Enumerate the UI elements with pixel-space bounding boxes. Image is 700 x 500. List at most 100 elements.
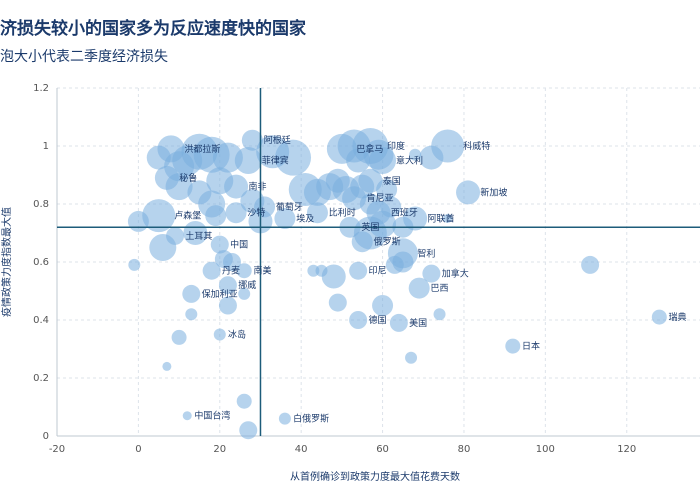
- bubble: [349, 311, 368, 329]
- bubble: [222, 253, 241, 271]
- point-label: 加拿大: [442, 268, 469, 280]
- bubble: [127, 210, 149, 232]
- point-label: 沙特: [247, 207, 265, 219]
- point-label: 南美: [253, 265, 271, 277]
- point-label: 阿根廷: [264, 134, 291, 146]
- y-tick-label: 0.8: [33, 199, 49, 210]
- bubble: [581, 255, 600, 274]
- point-label: 意大利: [396, 155, 423, 167]
- point-label: 秘鲁: [179, 172, 197, 184]
- bubble: [651, 309, 667, 325]
- bubble: [275, 139, 312, 176]
- bubble: [162, 361, 172, 371]
- x-tick-label: 120: [617, 444, 636, 455]
- bubble: [369, 210, 397, 238]
- y-tick-label: 0.4: [33, 315, 49, 326]
- bubble: [236, 263, 252, 279]
- x-tick-label: 40: [295, 444, 308, 455]
- bubble: [349, 261, 368, 280]
- point-label: 卢森堡: [174, 210, 201, 222]
- point-label: 菲律宾: [262, 155, 289, 167]
- point-label: 保加利亚: [202, 288, 238, 300]
- bubble: [166, 226, 185, 245]
- point-label: 瑞典: [669, 311, 687, 323]
- x-tick-label: 60: [376, 444, 389, 455]
- x-tick-label: 80: [458, 444, 471, 455]
- bubble: [358, 168, 383, 193]
- bubble: [346, 148, 371, 173]
- point-label: 西班牙: [391, 207, 418, 219]
- point-label: 俄罗斯: [374, 236, 401, 248]
- x-tick-label: -20: [49, 444, 65, 455]
- point-label: 洪都拉斯: [184, 143, 220, 155]
- bubble-layer: [127, 128, 667, 440]
- bubble: [321, 264, 346, 289]
- bubble: [218, 296, 237, 315]
- bubble: [212, 142, 243, 173]
- point-label: 智利: [417, 247, 435, 259]
- bubble: [456, 180, 481, 205]
- bubble: [419, 145, 444, 170]
- bubble: [142, 199, 176, 233]
- point-label: 比利时: [329, 207, 356, 219]
- y-tick-label: 0.2: [33, 373, 49, 384]
- x-tick-label: 20: [213, 444, 226, 455]
- point-label: 南非: [248, 181, 266, 193]
- y-tick-label: 1: [43, 141, 49, 152]
- point-label: 肯尼亚: [366, 192, 393, 204]
- bubble: [234, 147, 262, 174]
- x-axis-title: 从首例确诊到政策力度最大值花费天数: [290, 470, 460, 483]
- point-label: 英国: [361, 221, 379, 233]
- bubble: [351, 231, 373, 253]
- x-tick-label: 0: [135, 444, 141, 455]
- point-label: 挪威: [238, 279, 256, 291]
- bubble: [372, 295, 394, 316]
- point-label: 新加坡: [480, 186, 507, 198]
- point-label: 科威特: [463, 140, 490, 152]
- bubble: [238, 287, 251, 300]
- point-label: 巴拿马: [356, 143, 383, 155]
- point-label: 印尼: [368, 265, 386, 277]
- bubble: [225, 202, 247, 224]
- bubble: [213, 328, 226, 341]
- y-tick-label: 1.2: [33, 83, 49, 94]
- chart-title: 济损失较小的国家多为反应速度快的国家: [0, 19, 306, 39]
- bubble: [278, 412, 291, 425]
- bubble: [128, 258, 141, 271]
- point-label: 巴西: [431, 283, 449, 294]
- point-label: 土耳其: [185, 230, 212, 242]
- bubble: [443, 214, 453, 223]
- bubble: [274, 208, 296, 229]
- point-label: 阿联酋: [428, 213, 455, 225]
- bubble: [405, 351, 418, 364]
- point-label: 中国台湾: [194, 410, 230, 422]
- bubble: [389, 313, 408, 332]
- bubble: [422, 264, 441, 283]
- bubble: [239, 421, 258, 440]
- bubble: [409, 148, 422, 161]
- bubble: [218, 276, 237, 295]
- bubble: [165, 173, 193, 201]
- bubble: [385, 255, 404, 274]
- y-tick-label: 0: [43, 431, 49, 442]
- bubble: [210, 235, 229, 254]
- bubble: [224, 174, 249, 199]
- bubble: [505, 338, 521, 354]
- point-label: 丹麦: [222, 265, 240, 277]
- bubble: [185, 308, 198, 321]
- point-label: 泰国: [383, 175, 401, 187]
- point-label: 印度: [387, 140, 405, 152]
- reference-lines: [57, 88, 700, 436]
- bubble: [182, 411, 192, 421]
- bubble: [202, 261, 221, 280]
- chart-subtitle: 泡大小代表二季度经济损失: [0, 49, 168, 65]
- point-label: 白俄罗斯: [293, 413, 329, 425]
- bubble: [306, 202, 328, 224]
- x-tick-label: 100: [536, 444, 555, 455]
- point-label: 埃及: [296, 213, 314, 225]
- bubble: [328, 293, 347, 312]
- point-label: 中国: [230, 239, 248, 251]
- y-tick-label: 0.6: [33, 257, 49, 268]
- point-label: 冰岛: [228, 329, 246, 341]
